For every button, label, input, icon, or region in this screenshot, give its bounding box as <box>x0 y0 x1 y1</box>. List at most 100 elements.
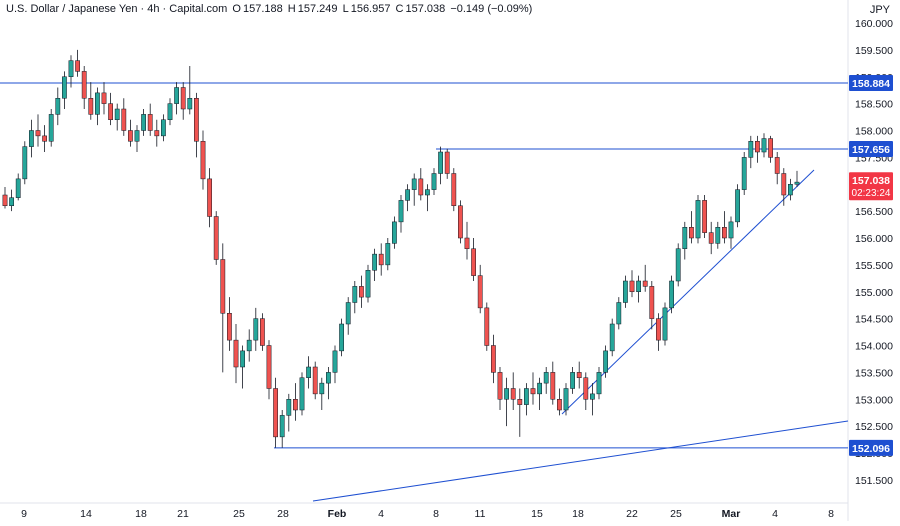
x-tick-label: 15 <box>531 508 543 520</box>
candle-body <box>649 286 655 319</box>
candle-body <box>425 189 430 196</box>
candle-body <box>748 141 754 158</box>
candle-body <box>741 157 747 190</box>
candle-body <box>2 194 8 206</box>
candle-body <box>121 108 127 131</box>
candle-body <box>537 382 542 395</box>
candle-body <box>42 135 47 142</box>
x-tick-label: 8 <box>828 508 834 520</box>
change-value: −0.149 (−0.09%) <box>450 3 533 15</box>
candle-body <box>220 259 226 314</box>
price-badge <box>849 74 893 91</box>
candle-body <box>48 114 54 142</box>
candle-body <box>75 60 80 72</box>
x-tick-label: 18 <box>135 508 147 520</box>
y-tick-label: 153.000 <box>855 394 893 406</box>
candle-body <box>29 130 34 147</box>
x-tick-label: 25 <box>670 508 682 520</box>
candle-body <box>550 372 556 400</box>
candle-body <box>359 286 364 298</box>
bar-countdown-label: 02:23:24 <box>852 188 891 199</box>
x-tick-label: 14 <box>80 508 92 520</box>
candle-body <box>345 302 351 325</box>
candle-body <box>774 157 780 174</box>
candle-body <box>543 372 549 384</box>
candle-body <box>669 280 674 309</box>
candle-body <box>95 92 100 115</box>
candle-body <box>603 350 608 373</box>
candle-body <box>788 184 793 196</box>
candle-body <box>128 130 133 142</box>
y-tick-label: 158.000 <box>855 126 893 138</box>
candle-body <box>180 87 186 110</box>
candle-body <box>35 130 41 137</box>
y-tick-label: 160.000 <box>855 18 893 30</box>
last-price-badge <box>849 172 893 201</box>
candle-body <box>134 130 140 142</box>
candle-body <box>154 130 160 137</box>
long-term-trendline[interactable] <box>312 420 849 502</box>
x-tick-label: 28 <box>277 508 289 520</box>
candle-body <box>273 388 278 438</box>
price-badge-label: 157.656 <box>852 144 890 156</box>
x-tick-label: 25 <box>233 508 245 520</box>
candle-body <box>418 178 424 196</box>
candle-body <box>510 388 516 400</box>
candle-body <box>517 399 523 405</box>
y-tick-label: 155.000 <box>855 287 893 299</box>
y-tick-label: 154.500 <box>855 314 893 326</box>
candle-body <box>768 138 773 158</box>
candle-body <box>167 103 173 120</box>
candle-body <box>682 227 688 249</box>
rising-trendline[interactable] <box>561 169 815 415</box>
candle-body <box>662 307 668 341</box>
candle-body <box>398 200 404 223</box>
candle-body <box>484 307 490 346</box>
candle-body <box>372 253 377 271</box>
candle-body <box>530 388 536 395</box>
candle-body <box>319 382 325 395</box>
candle-body <box>141 114 146 131</box>
y-tick-label: 153.500 <box>855 367 893 379</box>
candle-body <box>715 227 721 244</box>
candle-body <box>240 350 245 368</box>
x-tick-label: Feb <box>328 508 347 520</box>
candle-body <box>385 243 391 266</box>
candle-body <box>629 280 635 292</box>
candle-body <box>339 323 344 352</box>
candle-body <box>378 253 384 266</box>
candle-body <box>194 98 199 142</box>
candle-body <box>365 270 371 298</box>
candle-body <box>326 372 331 384</box>
candle-body <box>431 173 437 190</box>
candle-body <box>616 302 622 325</box>
low-label: L <box>342 3 349 15</box>
y-tick-label: 151.500 <box>855 475 893 487</box>
candle-body <box>491 345 496 373</box>
candle-body <box>227 313 232 341</box>
x-tick-label: 21 <box>177 508 189 520</box>
candle-body <box>623 280 628 303</box>
candle-body <box>636 280 641 292</box>
candle-body <box>286 399 292 416</box>
low-value: 156.957 <box>350 3 391 15</box>
candle-body <box>312 366 318 395</box>
last-price-label: 157.038 <box>852 175 890 187</box>
x-tick-label: Mar <box>722 508 741 520</box>
candle-body <box>642 280 648 287</box>
currency-label[interactable]: JPY <box>869 4 890 16</box>
y-tick-label: 156.000 <box>855 233 893 245</box>
y-tick-label: 156.500 <box>855 206 893 218</box>
instrument-label: U.S. Dollar / Japanese Yen · 4h · Capita… <box>6 3 228 15</box>
candle-body <box>81 71 87 99</box>
y-tick-label: 154.000 <box>855 341 893 353</box>
candle-body <box>279 415 285 438</box>
candle-body <box>438 151 443 174</box>
candle-body <box>15 178 21 198</box>
y-tick-label: 155.500 <box>855 260 893 272</box>
high-value: 157.249 <box>297 3 338 15</box>
candle-body <box>253 318 259 341</box>
x-tick-label: 11 <box>475 508 486 520</box>
